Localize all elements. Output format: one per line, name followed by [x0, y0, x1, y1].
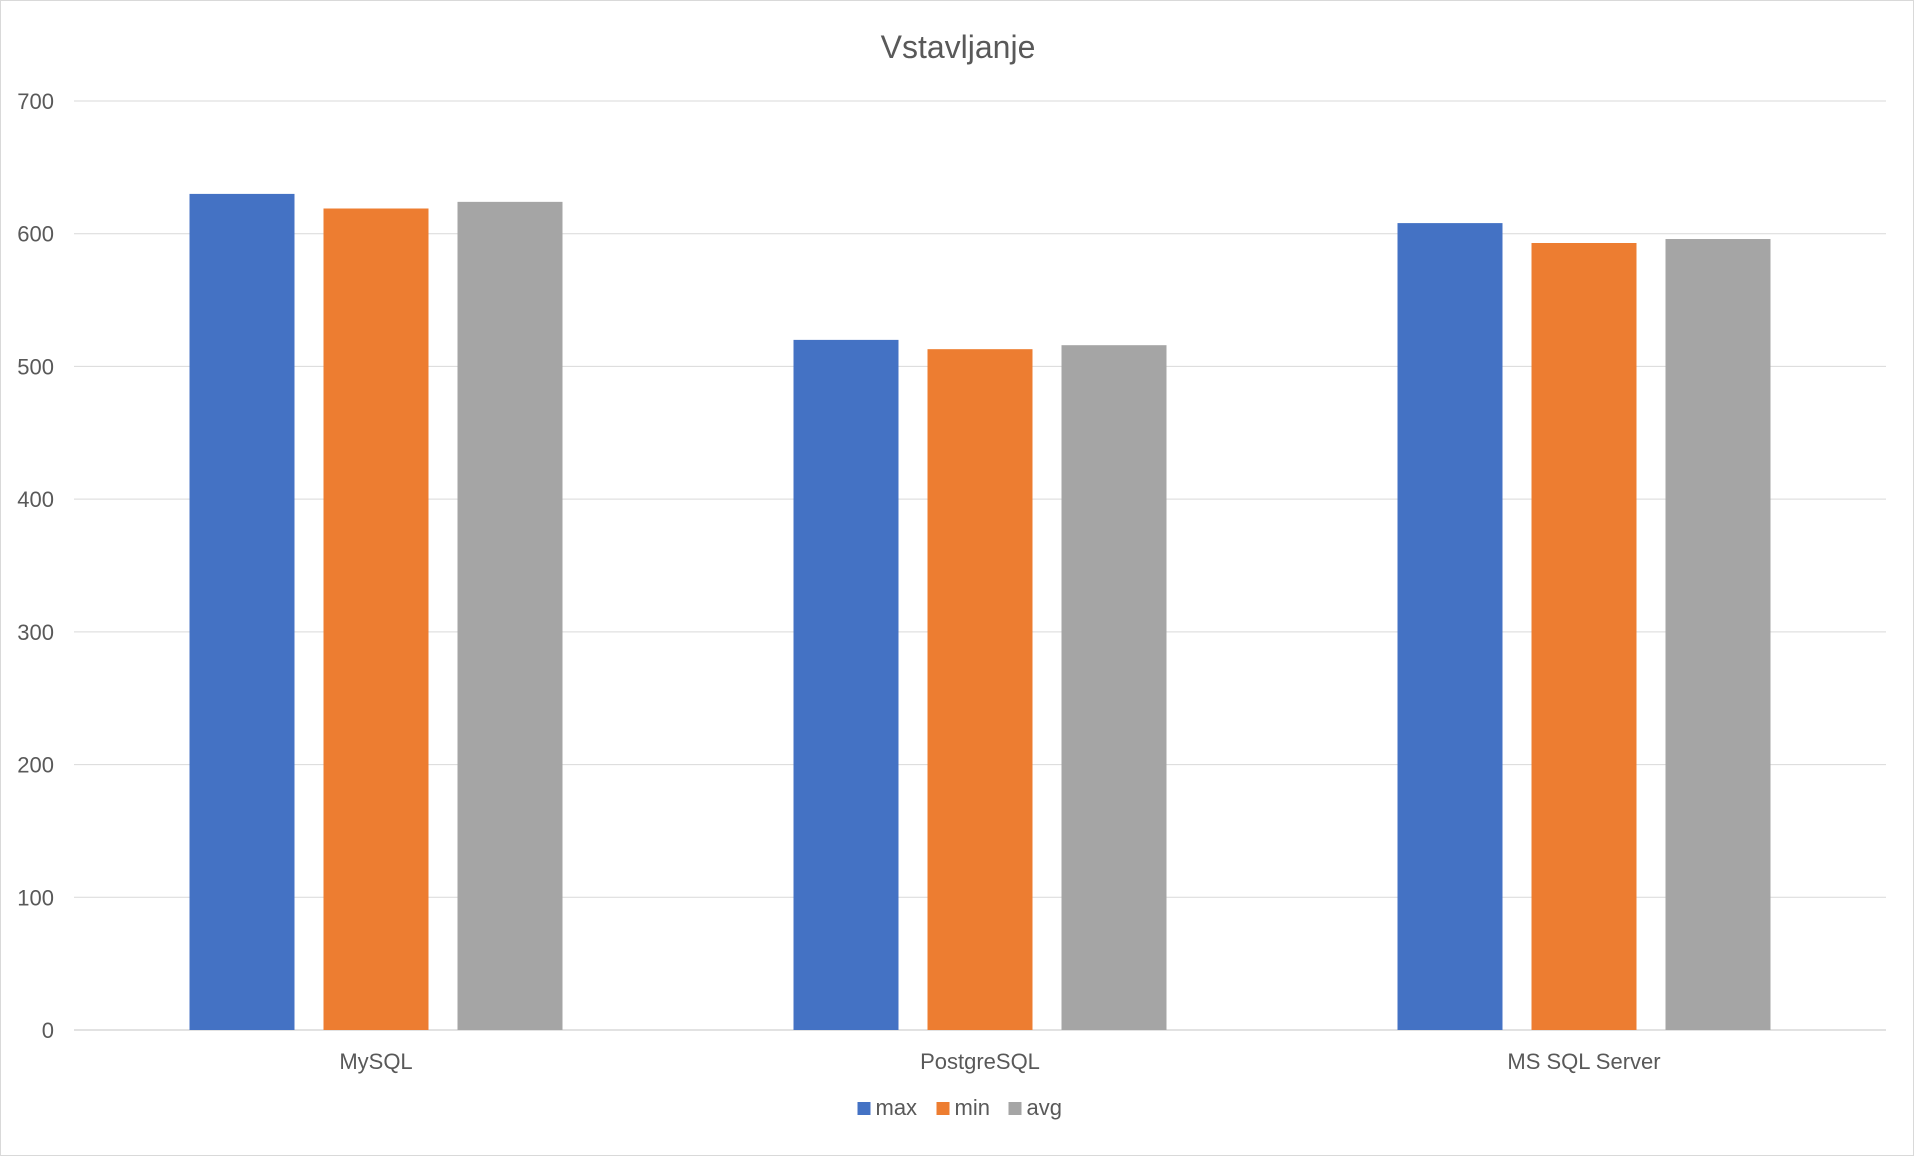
y-tick-label: 100	[17, 885, 54, 910]
y-tick-label: 300	[17, 620, 54, 645]
bar-min-0	[323, 208, 429, 1031]
chart-title: Vstavljanje	[881, 29, 1036, 65]
legend-swatch-min	[936, 1102, 950, 1115]
bar-min-2	[1531, 243, 1637, 1031]
bar-min-1	[927, 349, 1033, 1030]
legend-swatch-max	[857, 1102, 871, 1115]
category-label: MS SQL Server	[1507, 1049, 1660, 1074]
y-tick-label: 200	[17, 753, 54, 778]
y-tick-label: 600	[17, 222, 54, 247]
bar-max-1	[793, 339, 899, 1030]
legend-label-min: min	[955, 1095, 990, 1120]
axes: 0 100 200 300 400 500 600 700 MySQL PostgreSQL MS …	[17, 89, 1660, 1074]
legend-swatch-avg	[1008, 1102, 1022, 1115]
y-tick-label: 0	[42, 1018, 54, 1043]
legend-label-avg: avg	[1027, 1095, 1062, 1120]
category-label: MySQL	[339, 1049, 412, 1074]
bar-avg-0	[457, 201, 563, 1030]
y-tick-label: 500	[17, 354, 54, 379]
bar-avg-1	[1061, 345, 1167, 1030]
category-label: PostgreSQL	[920, 1049, 1040, 1074]
y-tick-label: 700	[17, 89, 54, 114]
legend-label-max: max	[876, 1095, 918, 1120]
bars	[189, 193, 1771, 1031]
legend: max min avg	[857, 1095, 1062, 1120]
bar-avg-2	[1665, 239, 1771, 1031]
bar-max-0	[189, 193, 295, 1030]
bar-max-2	[1397, 223, 1503, 1030]
y-tick-label: 400	[17, 487, 54, 512]
